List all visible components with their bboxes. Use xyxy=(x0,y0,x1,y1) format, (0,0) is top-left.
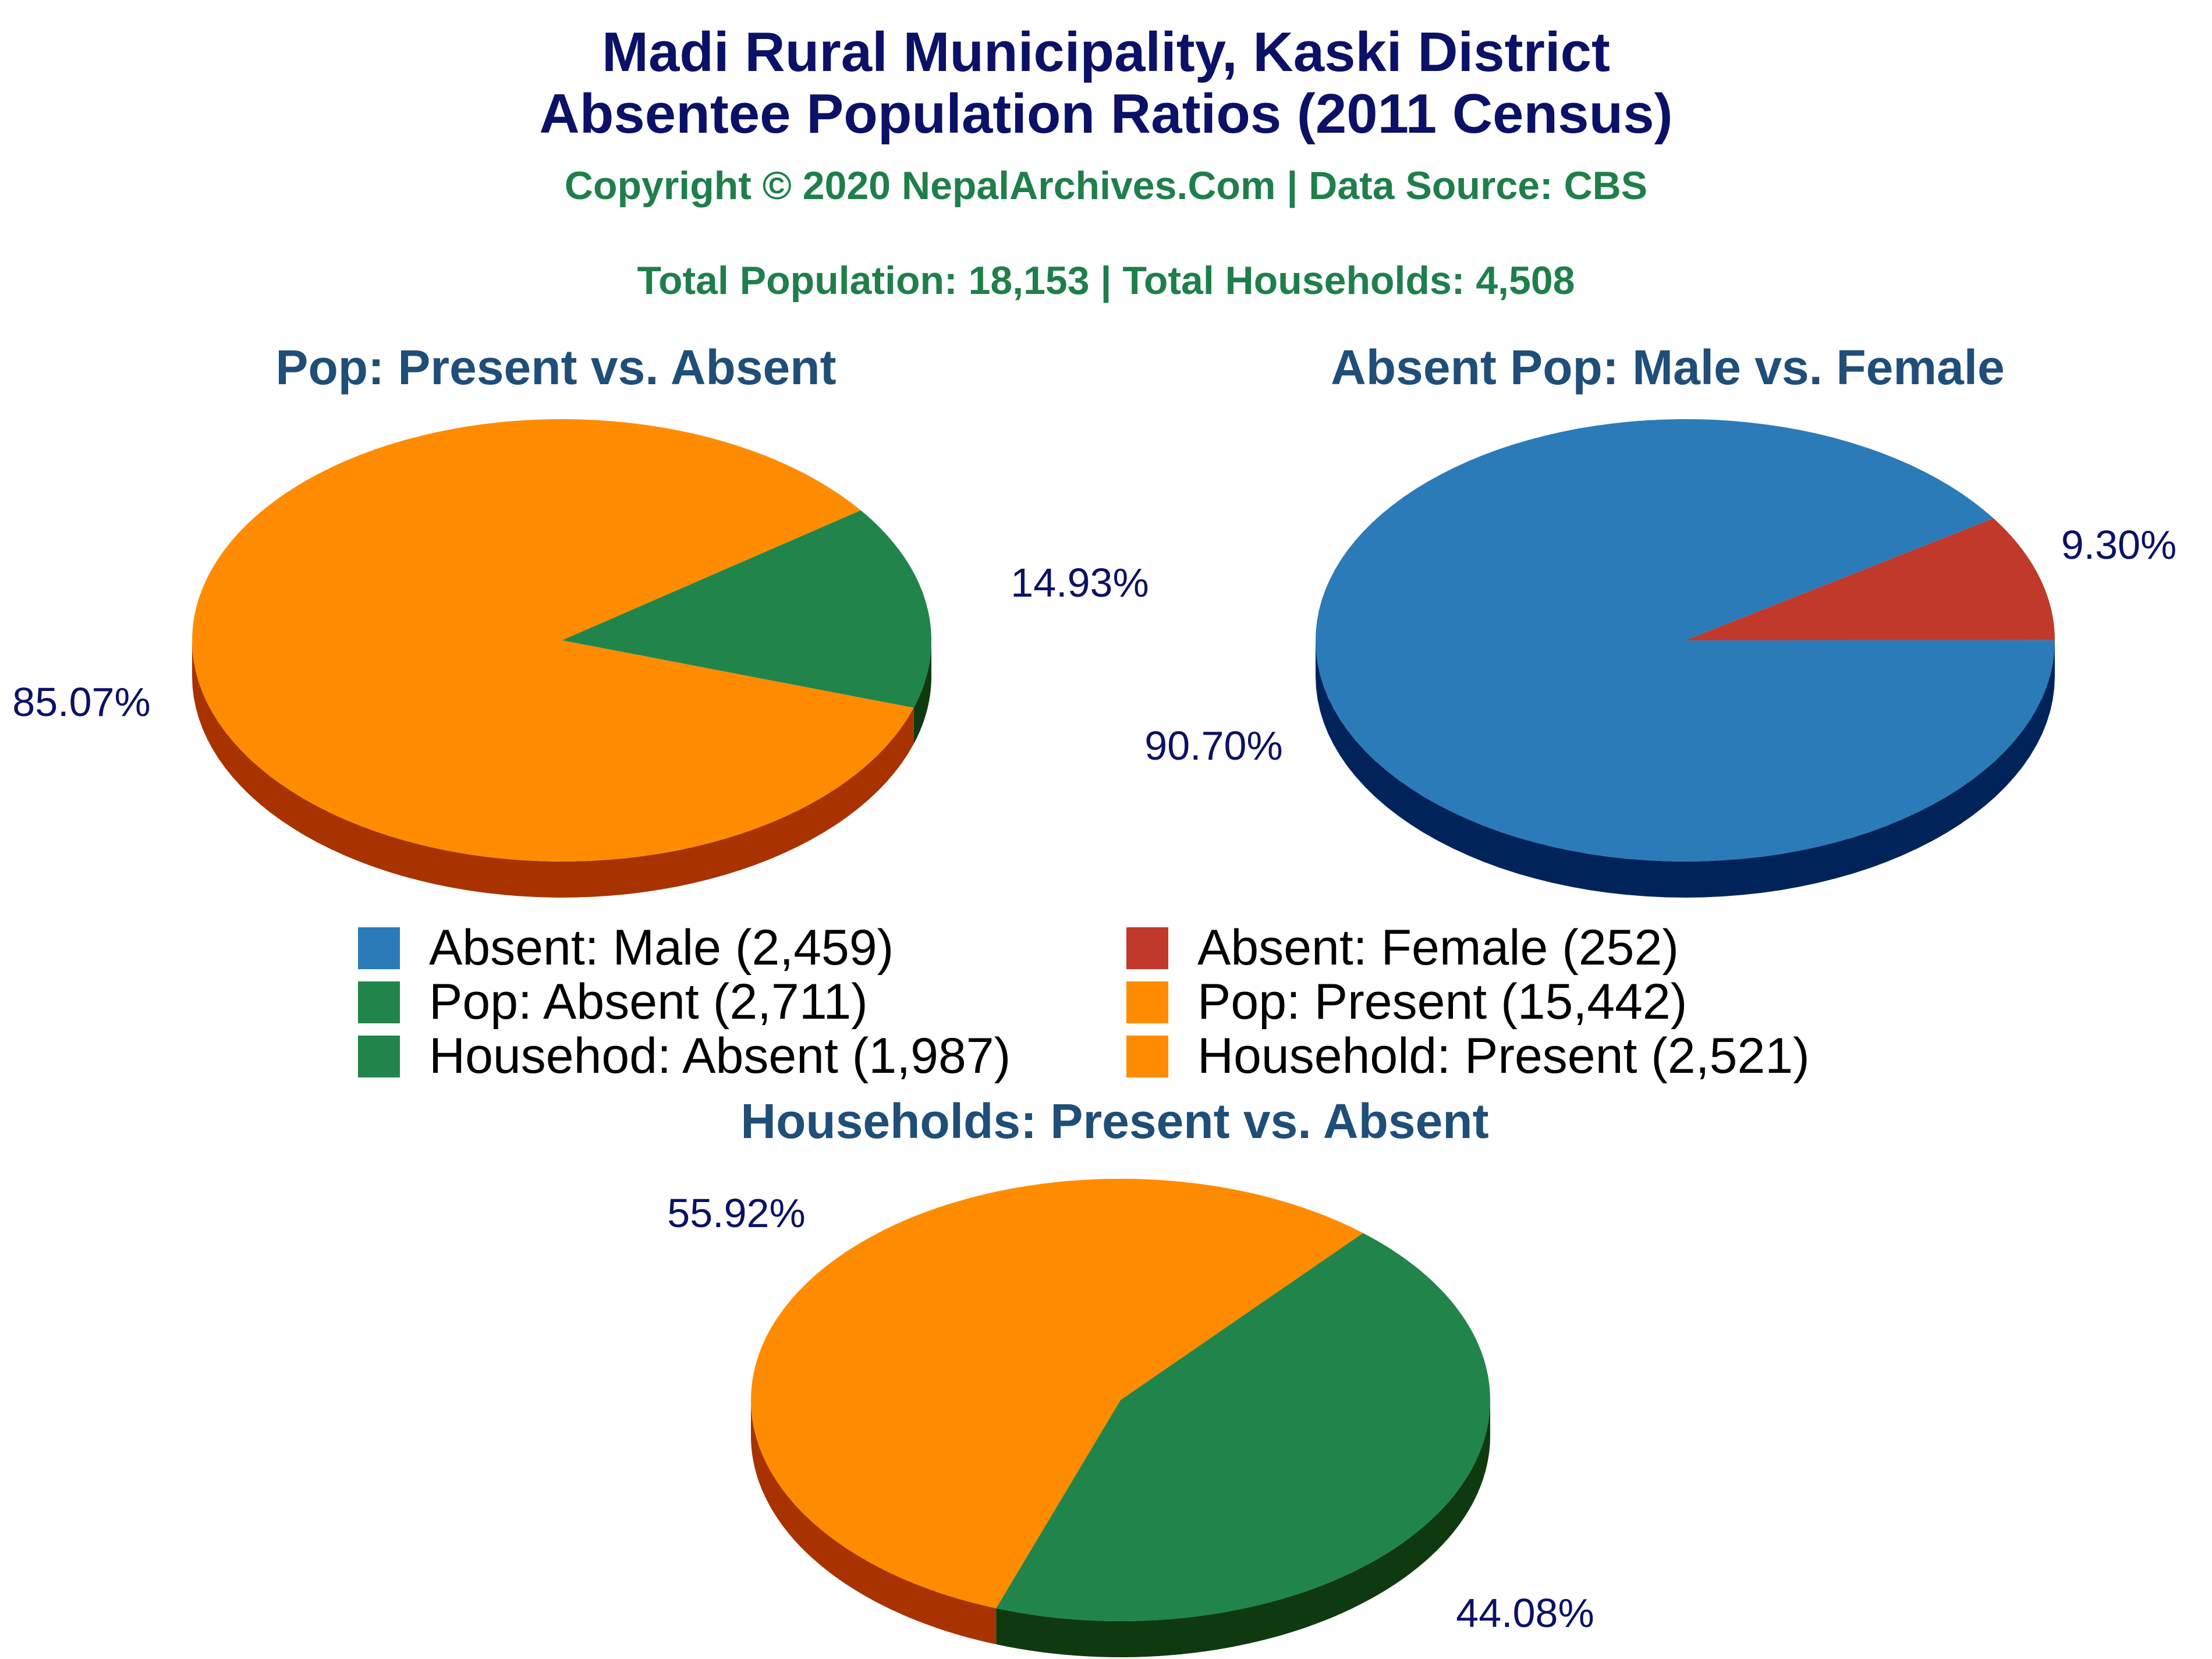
pie-side-household-present xyxy=(751,1400,997,1644)
chart-title-line1: Madi Rural Municipality, Kaski District xyxy=(602,21,1610,83)
pie-side-pop-absent xyxy=(913,640,931,744)
pie-slice-absent-female xyxy=(1685,518,2055,640)
legend-swatch-absent-female xyxy=(1126,927,1168,969)
pie-absent-male-female: 9.30% 90.70% xyxy=(1144,419,2176,898)
pie-slice-pop-present xyxy=(192,419,914,862)
legend-swatch-absent-male xyxy=(358,927,400,969)
legend-swatch-pop-absent xyxy=(358,981,400,1023)
pie-label-pop-present: 85.07% xyxy=(12,679,150,725)
pie-households-present-absent: 44.08% 55.92% xyxy=(667,1179,1594,1657)
pie-slice-absent-male xyxy=(1316,419,2055,862)
pie-label-household-present: 55.92% xyxy=(667,1190,805,1236)
pie-title-absent-gender: Absent Pop: Male vs. Female xyxy=(1331,340,2005,395)
legend-swatch-pop-present xyxy=(1126,981,1168,1023)
chart-legend: Absent: Male (2,459) Absent: Female (252)… xyxy=(358,920,1810,1084)
pie-population-present-absent: 14.93% 85.07% xyxy=(12,419,1149,898)
legend-label-pop-absent: Pop: Absent (2,711) xyxy=(429,974,868,1030)
pie-label-absent-female: 9.30% xyxy=(2061,522,2176,568)
copyright-text: Copyright © 2020 NepalArchives.Com | Dat… xyxy=(565,164,1647,208)
legend-label-absent-male: Absent: Male (2,459) xyxy=(429,920,894,976)
legend-label-household-present: Household: Present (2,521) xyxy=(1197,1028,1810,1084)
pie-label-absent-male: 90.70% xyxy=(1144,723,1282,768)
legend-swatch-household-present xyxy=(1126,1036,1168,1077)
pie-side-absent-male xyxy=(1316,640,2055,898)
pie-slice-household-present xyxy=(751,1179,1363,1608)
pie-slice-pop-absent xyxy=(562,510,931,708)
legend-swatch-househod-absent xyxy=(358,1036,400,1077)
pie-side-househod-absent xyxy=(996,1400,1490,1657)
chart-title-line2: Absentee Population Ratios (2011 Census) xyxy=(539,83,1672,145)
pie-slice-househod-absent xyxy=(996,1233,1490,1621)
pie-side-pop-present xyxy=(192,640,914,898)
pie-title-population: Pop: Present vs. Absent xyxy=(275,340,836,395)
legend-label-pop-present: Pop: Present (15,442) xyxy=(1197,974,1687,1030)
legend-label-absent-female: Absent: Female (252) xyxy=(1197,920,1679,976)
pie-title-households: Households: Present vs. Absent xyxy=(740,1094,1488,1148)
totals-text: Total Population: 18,153 | Total Househo… xyxy=(637,258,1575,303)
legend-label-househod-absent: Househod: Absent (1,987) xyxy=(429,1028,1011,1084)
pie-label-househod-absent: 44.08% xyxy=(1456,1590,1594,1636)
pie-label-pop-absent: 14.93% xyxy=(1011,560,1148,605)
